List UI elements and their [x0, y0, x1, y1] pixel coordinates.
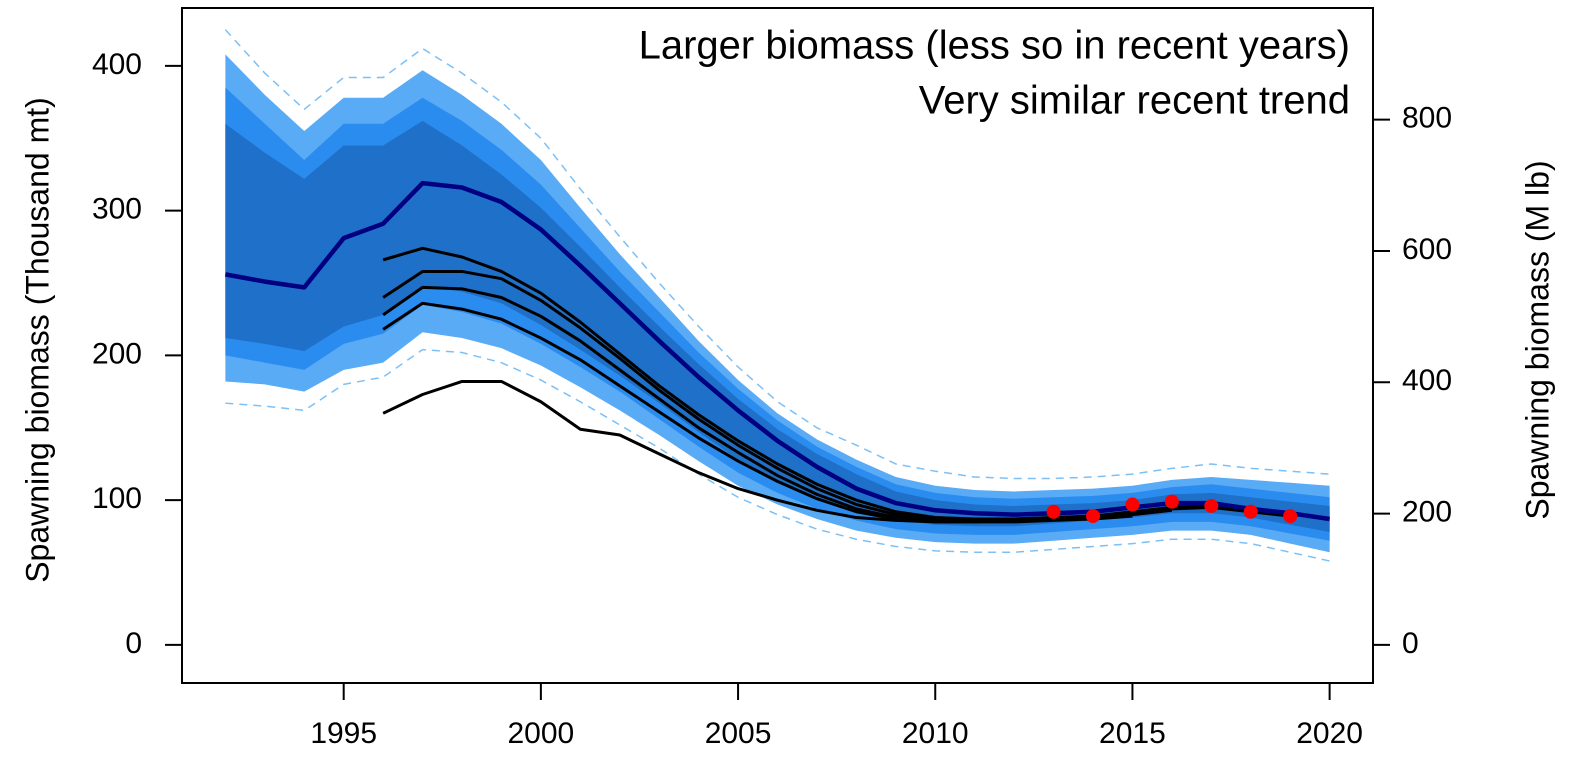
y2-tick-label: 600: [1402, 233, 1452, 266]
interval-line: [225, 348, 1330, 562]
point: [1204, 498, 1219, 513]
plot-frame: [181, 7, 1374, 684]
annotation: Larger biomass (less so in recent years): [639, 24, 1350, 68]
y2-tick-label: 400: [1402, 364, 1452, 397]
y2-axis-title: Spawning biomass (M lb): [1519, 160, 1555, 519]
y2-tick-label: 200: [1402, 496, 1452, 529]
x-tick-label: 2020: [1296, 717, 1363, 750]
point: [1283, 509, 1298, 524]
x-tick-label: 2015: [1099, 717, 1166, 750]
uncertainty-band: [225, 120, 1330, 533]
interval-line: [224, 29, 1330, 480]
point: [1085, 509, 1100, 524]
y2-tick-label: 0: [1402, 627, 1419, 660]
x-tick-label: 2005: [705, 717, 772, 750]
series-line: [224, 180, 1330, 522]
point: [1243, 504, 1258, 519]
point: [1046, 504, 1061, 519]
point: [1125, 497, 1140, 512]
x-tick-label: 2010: [902, 717, 969, 750]
point: [1164, 494, 1179, 509]
y-tick-label: 100: [92, 482, 142, 515]
y-tick-label: 400: [92, 48, 142, 81]
x-tick-label: 2000: [508, 717, 575, 750]
annotation: Very similar recent trend: [919, 79, 1350, 123]
series-line: [382, 379, 1133, 524]
y-axis-title: Spawning biomass (Thousand mt): [19, 97, 55, 583]
y2-tick-label: 800: [1402, 102, 1452, 135]
y-tick-label: 300: [92, 193, 142, 226]
y-tick-label: 0: [125, 627, 142, 660]
x-tick-label: 1995: [310, 717, 377, 750]
y-tick-label: 200: [92, 337, 142, 370]
plot-area: [224, 29, 1330, 562]
